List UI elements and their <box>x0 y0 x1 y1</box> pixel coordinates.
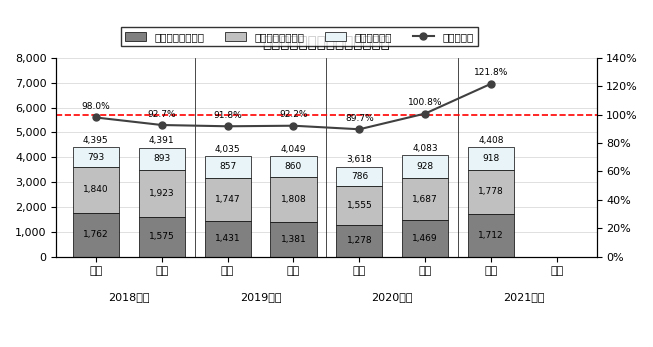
Text: 1,575: 1,575 <box>149 232 174 242</box>
Text: 92.7%: 92.7% <box>148 110 176 119</box>
Text: 1,687: 1,687 <box>413 195 438 204</box>
Text: 1,840: 1,840 <box>83 185 108 194</box>
Text: 2020年度: 2020年度 <box>372 292 413 302</box>
Bar <box>73 167 119 213</box>
Legend: 回転・駆動機器計, 配電・制御機器計, その他機器計, 前年同期比: 回転・駆動機器計, 配電・制御機器計, その他機器計, 前年同期比 <box>121 27 477 46</box>
Text: 1,747: 1,747 <box>215 195 240 204</box>
Bar <box>204 156 251 178</box>
Text: 4,083: 4,083 <box>413 144 438 153</box>
Text: 91.8%: 91.8% <box>214 111 242 120</box>
Text: 4,391: 4,391 <box>149 136 174 145</box>
Bar <box>73 213 119 256</box>
Text: 92.2%: 92.2% <box>279 110 308 119</box>
Text: 786: 786 <box>351 172 368 181</box>
Bar <box>468 214 514 256</box>
Bar <box>336 225 383 256</box>
Bar <box>138 170 185 218</box>
Bar <box>336 167 383 186</box>
Text: 89.7%: 89.7% <box>345 114 374 123</box>
Bar <box>73 147 119 167</box>
Bar <box>468 147 514 170</box>
Text: 893: 893 <box>153 154 170 163</box>
Text: 1,431: 1,431 <box>215 234 240 243</box>
Bar <box>336 186 383 225</box>
Bar <box>402 155 449 178</box>
Bar <box>138 218 185 256</box>
Text: 860: 860 <box>285 162 302 171</box>
Text: 4,049: 4,049 <box>281 144 306 153</box>
Text: 857: 857 <box>219 162 236 171</box>
Text: 1,278: 1,278 <box>347 236 372 245</box>
Text: 1,469: 1,469 <box>413 234 438 243</box>
Text: 1,778: 1,778 <box>478 187 504 196</box>
Text: 2019年度: 2019年度 <box>240 292 281 302</box>
Text: 1,808: 1,808 <box>281 195 306 204</box>
Text: 928: 928 <box>417 162 434 171</box>
Bar <box>270 177 317 222</box>
Bar <box>138 147 185 170</box>
Text: 3,618: 3,618 <box>347 155 372 164</box>
Text: 4,408: 4,408 <box>479 136 504 145</box>
Text: 793: 793 <box>88 153 104 162</box>
Text: 4,035: 4,035 <box>215 145 240 154</box>
Text: 2021年度: 2021年度 <box>503 292 545 302</box>
Text: 1,381: 1,381 <box>281 235 306 244</box>
Text: 4,395: 4,395 <box>83 136 108 145</box>
Text: 1,712: 1,712 <box>478 231 504 240</box>
Text: 918: 918 <box>483 154 500 163</box>
Bar <box>468 170 514 214</box>
Bar <box>204 178 251 221</box>
Text: 1,762: 1,762 <box>83 230 108 239</box>
Text: 2018年度: 2018年度 <box>108 292 150 302</box>
Bar <box>204 221 251 256</box>
Text: 100.8%: 100.8% <box>408 98 443 107</box>
Text: 1,923: 1,923 <box>149 189 174 198</box>
Bar <box>402 178 449 220</box>
Text: 121.8%: 121.8% <box>474 68 508 77</box>
Bar <box>270 156 317 177</box>
Bar <box>270 222 317 256</box>
Text: 98.0%: 98.0% <box>82 102 110 111</box>
Text: 1,555: 1,555 <box>347 201 372 210</box>
Bar <box>402 220 449 256</box>
Title: 産業用汎用電気機器の出荷実績: 産業用汎用電気機器の出荷実績 <box>263 35 390 50</box>
